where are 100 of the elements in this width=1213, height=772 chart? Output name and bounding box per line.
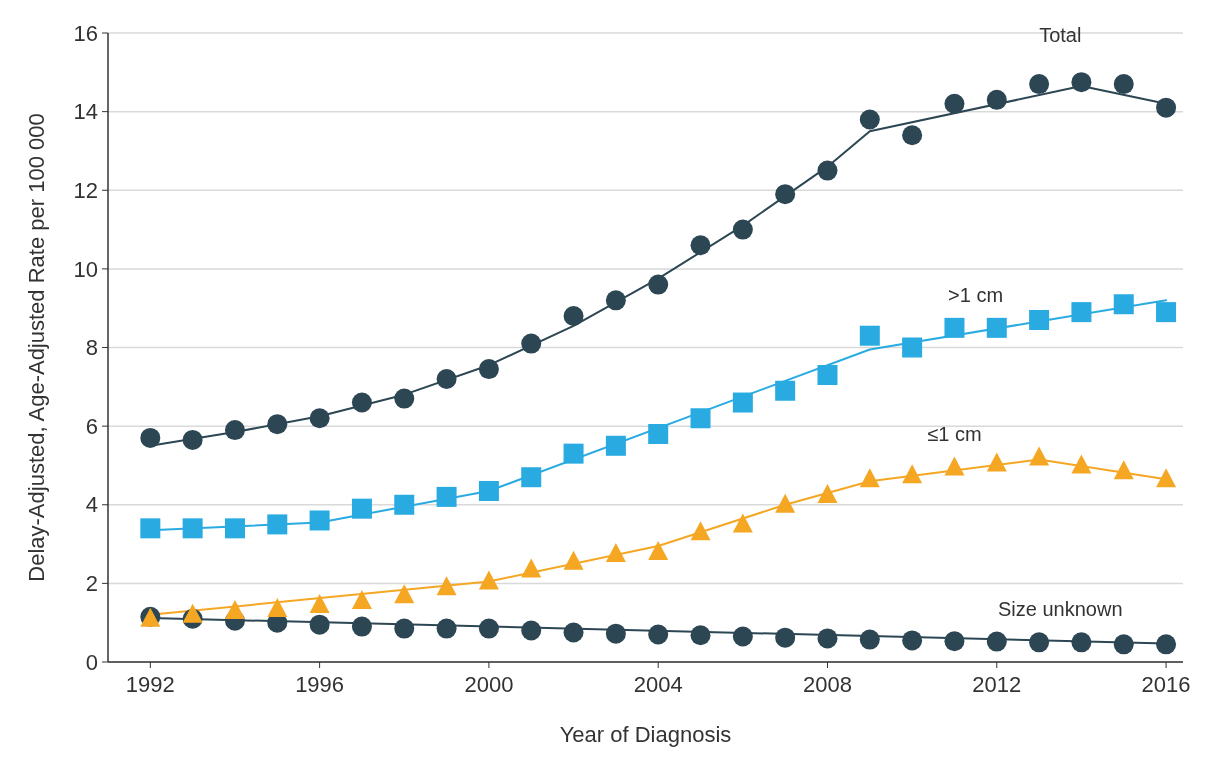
x-tick-label: 2004 bbox=[633, 672, 683, 697]
point bbox=[224, 599, 245, 619]
point bbox=[1029, 632, 1050, 653]
point bbox=[732, 219, 753, 240]
point bbox=[309, 594, 330, 613]
point bbox=[690, 235, 711, 256]
point bbox=[521, 620, 542, 641]
point bbox=[351, 616, 372, 637]
point bbox=[648, 624, 669, 645]
point bbox=[817, 365, 838, 386]
y-tick-label: 8 bbox=[85, 335, 98, 361]
y-axis-title: Delay-Adjusted, Age-Adjusted Rate per 100 000 bbox=[24, 113, 49, 582]
point bbox=[859, 325, 880, 346]
point bbox=[986, 452, 1007, 472]
point bbox=[1113, 294, 1134, 315]
x-tick-label: 2012 bbox=[972, 672, 1022, 697]
point bbox=[605, 435, 626, 456]
point bbox=[478, 480, 499, 501]
point bbox=[690, 521, 711, 541]
point bbox=[1029, 74, 1050, 95]
point bbox=[944, 317, 965, 338]
point bbox=[309, 614, 330, 635]
point bbox=[563, 622, 584, 643]
point bbox=[1113, 634, 1134, 655]
point bbox=[182, 518, 203, 539]
point bbox=[690, 625, 711, 646]
point bbox=[267, 514, 288, 535]
point bbox=[944, 631, 965, 652]
point bbox=[1029, 309, 1050, 330]
point bbox=[267, 597, 288, 617]
point bbox=[732, 392, 753, 413]
point bbox=[775, 184, 796, 205]
point bbox=[859, 468, 880, 488]
point bbox=[436, 576, 457, 596]
point bbox=[1156, 302, 1177, 323]
point bbox=[859, 629, 880, 650]
y-tick-label: 16 bbox=[73, 20, 98, 46]
point bbox=[563, 306, 584, 327]
point bbox=[1113, 74, 1134, 95]
point bbox=[775, 627, 796, 648]
x-tick-label: 2000 bbox=[464, 672, 514, 697]
series-label: ≤1 cm bbox=[927, 423, 982, 446]
series-label: Size unknown bbox=[998, 598, 1123, 621]
point bbox=[817, 160, 838, 181]
point bbox=[351, 498, 372, 519]
point bbox=[648, 423, 669, 444]
point bbox=[394, 388, 415, 409]
x-tick-label: 1992 bbox=[125, 672, 175, 697]
point bbox=[859, 109, 880, 130]
point bbox=[1156, 634, 1177, 655]
point bbox=[140, 427, 161, 448]
point bbox=[902, 630, 923, 651]
y-tick-label: 10 bbox=[73, 256, 98, 282]
point bbox=[648, 274, 669, 295]
point bbox=[478, 359, 499, 380]
point bbox=[1071, 72, 1092, 93]
point bbox=[1071, 454, 1092, 474]
point bbox=[478, 570, 499, 590]
point bbox=[182, 603, 203, 623]
point bbox=[436, 368, 457, 389]
point bbox=[563, 443, 584, 464]
point bbox=[986, 317, 1007, 338]
point bbox=[394, 494, 415, 515]
point bbox=[902, 125, 923, 146]
point bbox=[902, 337, 923, 358]
y-tick-label: 14 bbox=[73, 99, 98, 125]
point bbox=[394, 584, 415, 604]
y-tick-label: 4 bbox=[85, 492, 98, 518]
point bbox=[140, 518, 161, 539]
point bbox=[690, 408, 711, 429]
point bbox=[1113, 460, 1134, 480]
point bbox=[648, 540, 669, 560]
point bbox=[521, 558, 542, 578]
point bbox=[1071, 632, 1092, 653]
point bbox=[309, 510, 330, 531]
point bbox=[267, 414, 288, 435]
point bbox=[224, 420, 245, 441]
series-label: >1 cm bbox=[948, 283, 1004, 306]
point bbox=[775, 380, 796, 401]
point bbox=[563, 550, 584, 570]
point bbox=[436, 618, 457, 639]
x-tick-label: 1996 bbox=[295, 672, 345, 697]
point bbox=[436, 486, 457, 507]
point bbox=[817, 483, 838, 503]
x-axis-title: Year of Diagnosis bbox=[559, 722, 732, 747]
point bbox=[351, 392, 372, 413]
point bbox=[986, 631, 1007, 652]
point bbox=[351, 590, 372, 610]
point bbox=[902, 464, 923, 484]
series-label: Total bbox=[1039, 24, 1082, 47]
point bbox=[521, 333, 542, 354]
point bbox=[224, 518, 245, 539]
point bbox=[944, 93, 965, 114]
x-tick-label: 2008 bbox=[803, 672, 852, 697]
point bbox=[1156, 97, 1177, 118]
point bbox=[1071, 302, 1092, 323]
point bbox=[605, 542, 626, 562]
point bbox=[521, 467, 542, 488]
point bbox=[309, 408, 330, 429]
point bbox=[605, 290, 626, 311]
